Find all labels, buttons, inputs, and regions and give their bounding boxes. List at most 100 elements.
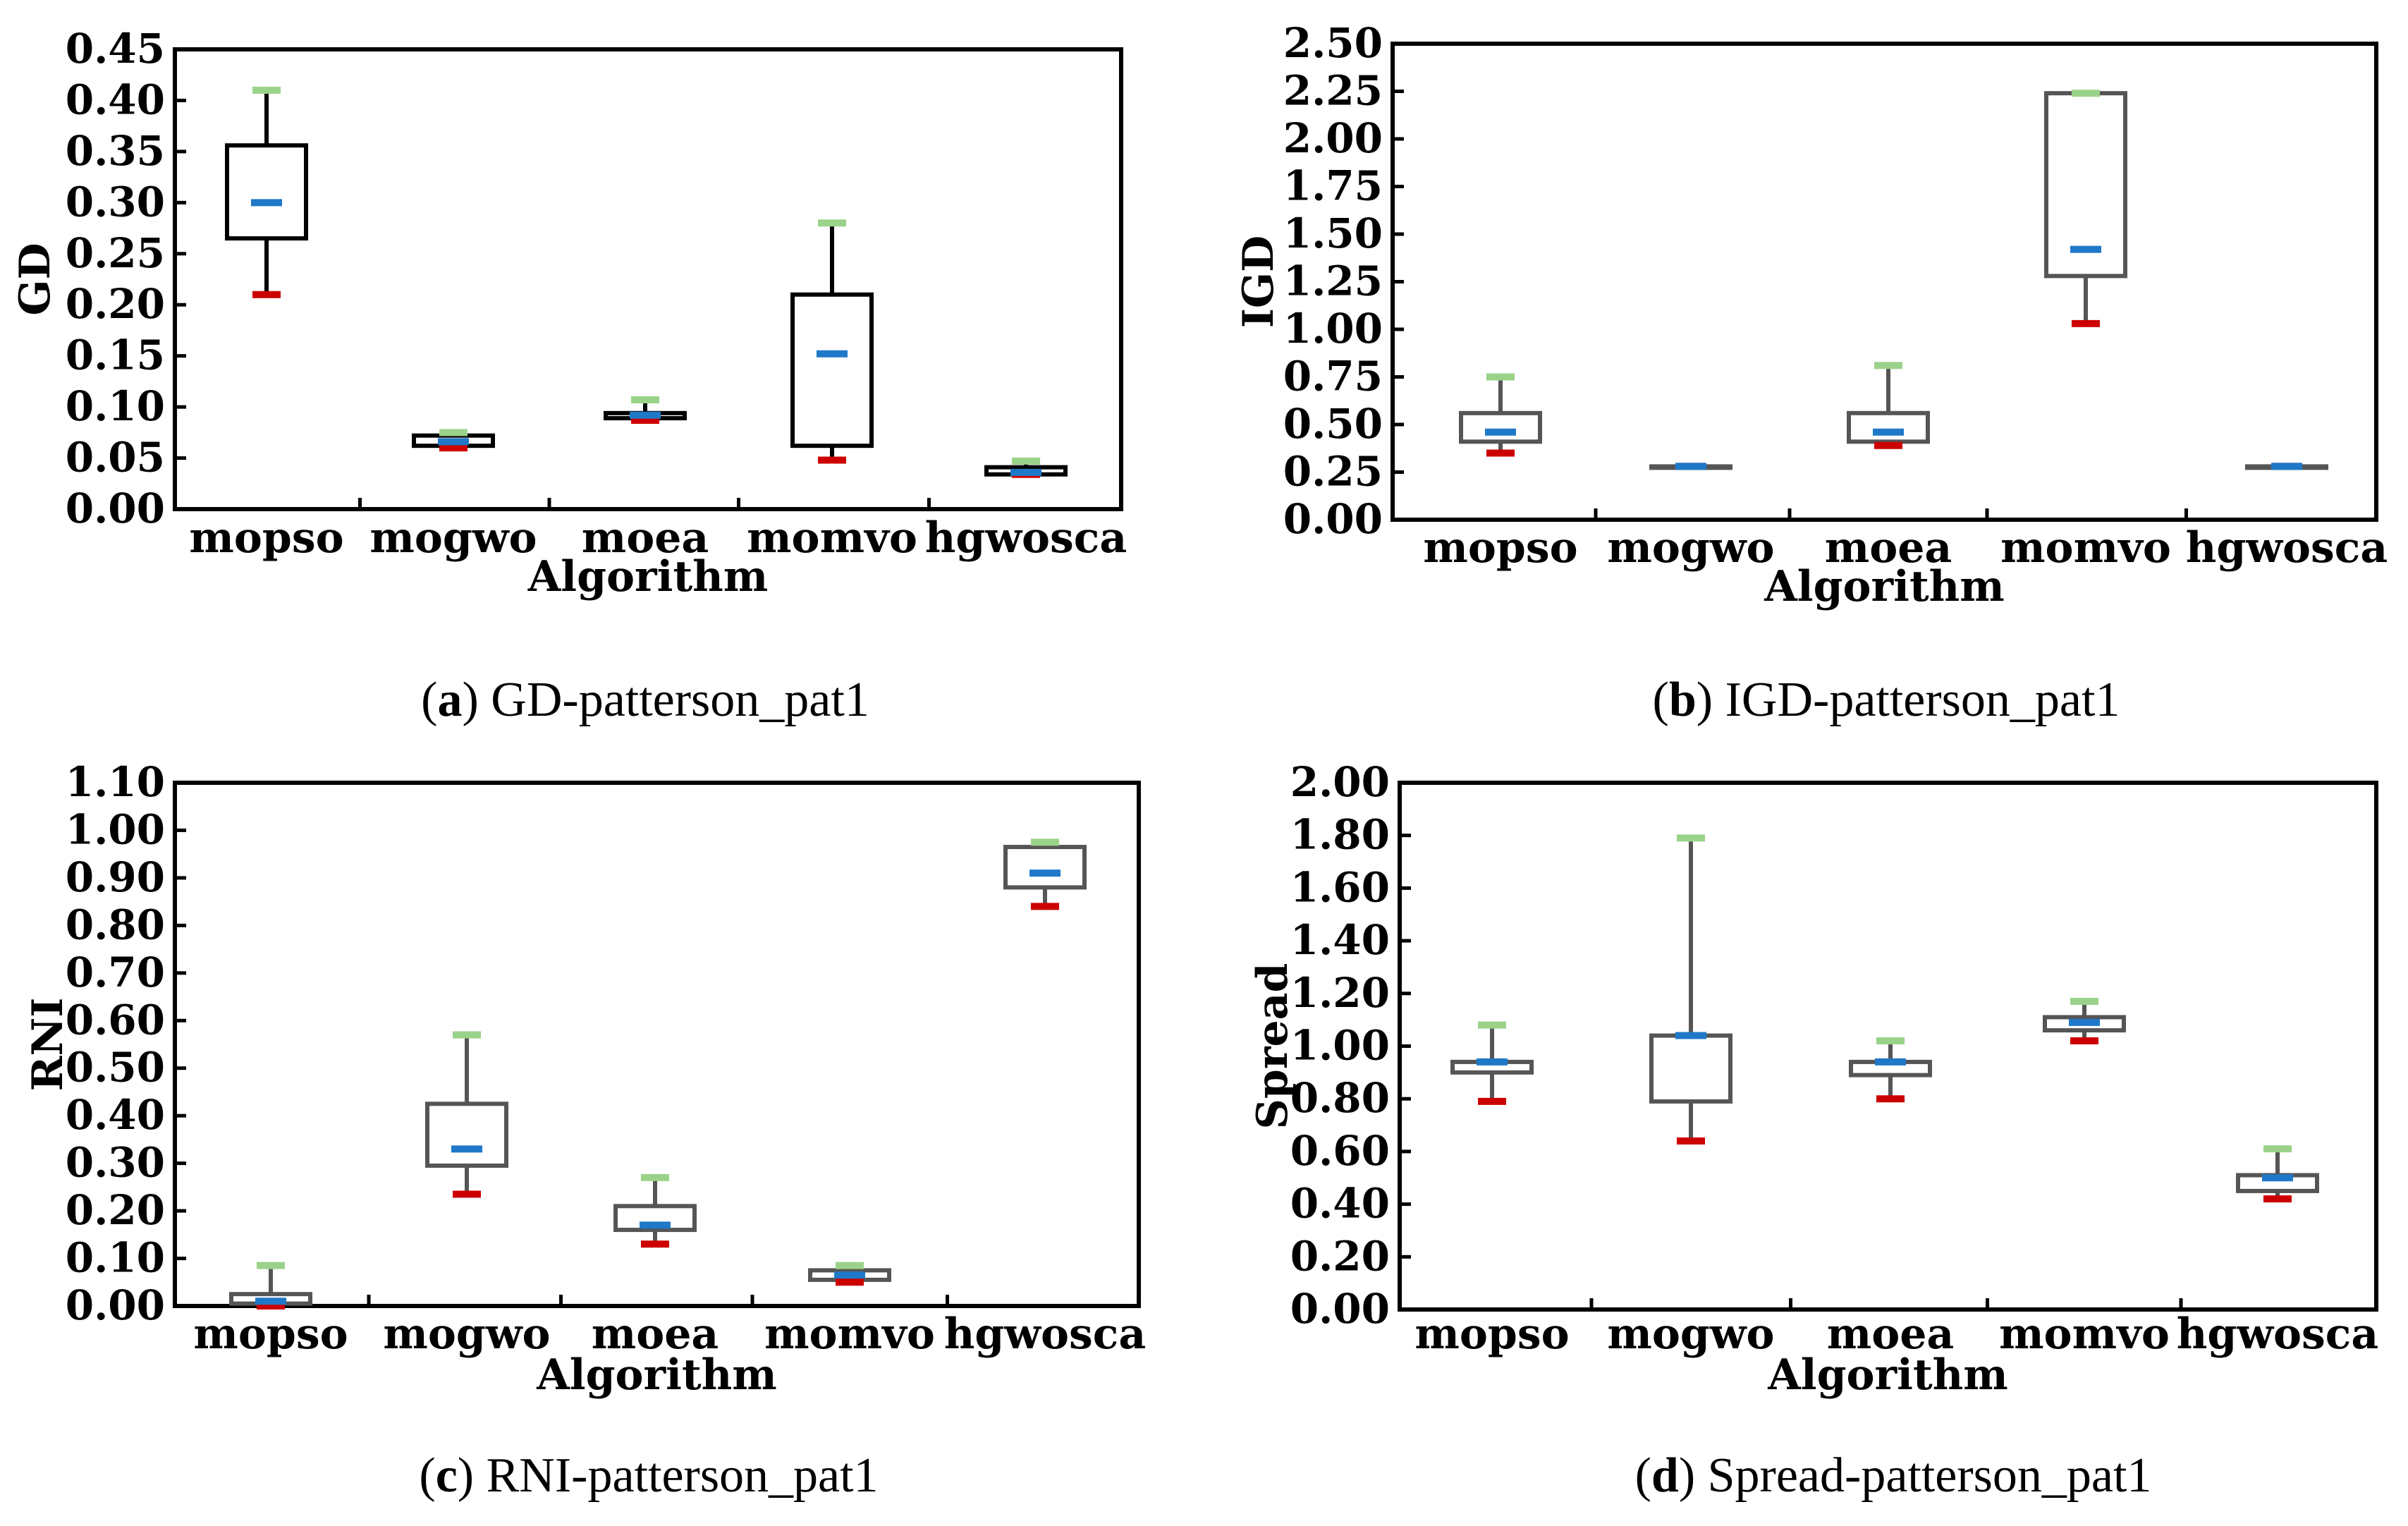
y-tick-label: 0.15 [66,331,165,379]
box-moea [1847,362,1930,449]
y-tick-label: 1.20 [1290,969,1390,1017]
box-mopso [1450,1021,1534,1105]
y-tick-label: 0.10 [66,1234,165,1282]
x-tick-label: mopso [189,513,343,563]
box-moea [604,396,687,424]
x-tick-label: momvo [764,1310,935,1359]
caption-text: RNI-patterson_pat1 [487,1448,879,1503]
y-tick-label: 0.80 [66,901,165,948]
y-tick-label: 0.20 [66,1186,165,1234]
iqr-box [790,292,874,448]
y-tick-label: 0.00 [1283,495,1383,543]
y-tick-label: 0.70 [66,948,165,996]
iqr-box [1003,845,1087,890]
box-mopso [229,1262,312,1310]
box-hgwosca [2236,1145,2319,1203]
y-tick-label: 1.80 [1290,811,1390,859]
y-axis-label: GD [11,243,60,315]
x-tick-label: hgwosca [2177,1310,2378,1359]
y-tick-label: 0.40 [1290,1180,1390,1228]
caption-text: IGD-patterson_pat1 [1725,673,2120,727]
y-tick-label: 0.00 [66,484,165,532]
box-hgwosca [1003,838,1087,910]
y-tick-label: 0.40 [66,1091,165,1139]
caption-label: a [437,673,462,727]
box-moea [1849,1037,1932,1103]
x-tick-label: moea [592,1310,719,1359]
y-tick-label: 0.60 [66,996,165,1044]
caption-text: Spread-patterson_pat1 [1708,1448,2152,1503]
y-tick-label: 0.10 [66,382,165,430]
y-tick-label: 1.40 [1290,916,1390,964]
plot-frame [173,781,1141,1308]
y-tick-label: 1.50 [1283,209,1383,257]
y-tick-label: 1.10 [66,758,165,806]
y-tick-label: 2.00 [1283,114,1383,162]
y-tick-label: 0.50 [1283,400,1383,448]
y-tick-label: 1.25 [1283,257,1383,305]
y-axis-label: Spread [1248,963,1297,1130]
iqr-box [1459,410,1542,444]
y-tick-label: 0.80 [1290,1074,1390,1122]
x-tick-label: momvo [1999,1310,2170,1359]
y-tick-label: 2.25 [1283,67,1383,115]
x-tick-label: moea [1827,1310,1955,1359]
plot-frame [173,47,1123,511]
x-tick-label: momvo [747,513,917,563]
box-momvo [790,219,874,464]
x-tick-label: mogwo [1607,523,1774,573]
panel-d-spread: 0.00 0.200.40 0.60 0.801.00 1.20 1.40 1.601.80… [1248,758,2378,1503]
x-axis-label: Algorithm [1767,1350,2008,1400]
x-tick-label: hgwosca [925,513,1127,563]
x-tick-label: mopso [1423,523,1577,573]
y-tick-label: 1.75 [1283,162,1383,210]
y-tick-label: 0.20 [66,280,165,328]
iqr-box [1649,1033,1732,1104]
x-tick-label: hgwosca [2186,523,2388,573]
box-mogwo [1649,463,1732,470]
panel-caption: (b) IGD-patterson_pat1 [1653,673,2120,727]
panel-caption: (d) Spread-patterson_pat1 [1635,1448,2152,1503]
panel-a-gd: 0.000.050.100.150.200.250.300.350.400.45… [11,25,1127,727]
panel-caption: (c) RNI-patterson_pat1 [419,1448,878,1503]
y-axis-label: RNI [23,998,73,1092]
panel-caption: (a) GD-patterson_pat1 [421,673,869,727]
y-tick-label: 0.90 [66,853,165,901]
x-axis-label: Algorithm [527,552,769,602]
y-tick-label: 0.30 [66,178,165,226]
y-tick-label: 0.50 [66,1044,165,1092]
caption-text: GD-patterson_pat1 [491,673,869,727]
plot-frame [1398,781,2378,1312]
box-hgwosca [984,457,1068,478]
y-tick-label: 1.00 [66,805,165,853]
y-tick-label: 0.00 [1290,1285,1390,1333]
y-tick-label: 0.25 [1283,448,1383,496]
y-tick-label: 2.50 [1283,19,1383,67]
x-tick-label: moea [1825,523,1952,573]
box-mopso [1459,373,1542,457]
box-mogwo [425,1031,508,1198]
y-tick-label: 1.60 [1290,863,1390,911]
iqr-box [2044,91,2127,279]
x-tick-label: momvo [2000,523,2171,573]
y-tick-label: 0.05 [66,434,165,482]
x-tick-label: mogwo [369,513,537,563]
x-tick-label: mopso [1414,1310,1569,1359]
x-axis-label: Algorithm [1764,562,2005,611]
iqr-box [425,1101,508,1168]
x-tick-label: hgwosca [944,1310,1146,1359]
y-tick-label: 0.60 [1290,1127,1390,1175]
y-tick-label: 0.00 [66,1281,165,1329]
y-axis-label: IGD [1234,236,1283,328]
y-tick-label: 0.75 [1283,353,1383,401]
x-tick-label: mopso [193,1310,348,1359]
box-mogwo [1649,834,1732,1144]
x-tick-label: mogwo [383,1310,550,1359]
box-mogwo [412,429,495,452]
box-momvo [808,1262,891,1286]
y-tick-label: 0.35 [66,127,165,175]
caption-label: d [1651,1448,1679,1503]
panel-c-rni: 0.000.100.200.300.400.500.600.700.800.90… [23,758,1146,1503]
y-tick-label: 0.20 [1290,1232,1390,1280]
